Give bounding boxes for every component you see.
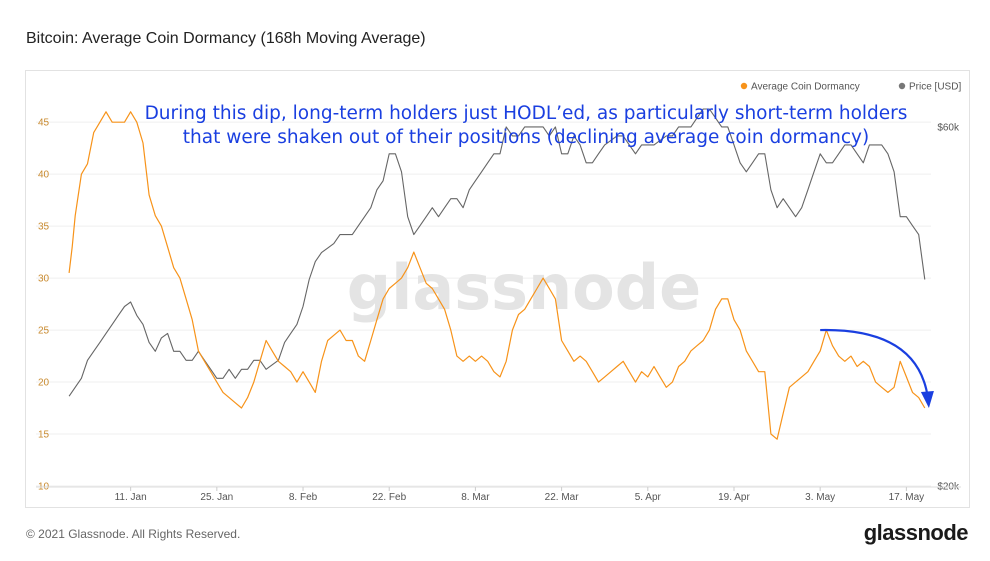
y-right-tick-60k: $60k <box>937 122 960 133</box>
legend-swatch-price <box>898 82 906 90</box>
legend-label-price[interactable]: Price [USD] <box>909 82 961 93</box>
annotation-group: During this dip, long-term holders just … <box>145 103 908 148</box>
x-tick-label-2: 8. Feb <box>289 492 318 503</box>
footer-copyright: © 2021 Glassnode. All Rights Reserved. <box>26 527 241 541</box>
annotation-line-2: that were shaken out of their positions … <box>183 127 869 148</box>
y-left-tick-20: 20 <box>38 378 50 389</box>
y-left-tick-30: 30 <box>38 274 50 285</box>
grid-lines <box>36 121 931 487</box>
chart-title: Bitcoin: Average Coin Dormancy (168h Mov… <box>26 30 426 47</box>
glassnode-logo: glassnode <box>863 520 969 545</box>
annotation-line-1: During this dip, long-term holders just … <box>145 103 908 124</box>
legend-label-dormancy[interactable]: Average Coin Dormancy <box>751 82 860 93</box>
x-tick-label-6: 5. Apr <box>635 492 662 503</box>
trend-arrow-shaft <box>820 328 930 399</box>
chart-frame: glassnode 10 15 20 25 30 35 40 45 $20k $60k 11. … <box>25 70 970 508</box>
x-tick-label-9: 17. May <box>889 492 925 503</box>
y-left-tick-25: 25 <box>38 326 50 337</box>
x-tick-label-1: 25. Jan <box>200 492 233 503</box>
x-tick-label-7: 19. Apr <box>718 492 750 503</box>
x-tick-label-4: 8. Mar <box>461 492 490 503</box>
series-line-price <box>68 108 926 397</box>
x-tick-label-8: 3. May <box>805 492 835 503</box>
legend: Average Coin Dormancy Price [USD] <box>740 82 961 93</box>
series-line-dormancy <box>68 111 926 440</box>
series-group <box>68 108 926 440</box>
watermark: glassnode <box>347 251 701 324</box>
x-tick-label-3: 22. Feb <box>372 492 406 503</box>
y-axis-right: $20k$60k <box>937 122 960 492</box>
x-axis: 11. Jan 25. Jan 8. Feb 22. Feb 8. Mar 22. Mar… <box>36 486 961 503</box>
trend-arrow <box>820 328 934 409</box>
y-left-tick-35: 35 <box>38 222 50 233</box>
y-left-tick-40: 40 <box>38 170 50 181</box>
y-left-tick-45: 45 <box>38 118 50 129</box>
x-tick-label-5: 22. Mar <box>545 492 580 503</box>
x-tick-label-0: 11. Jan <box>115 492 147 503</box>
trend-arrow-head <box>920 391 934 409</box>
legend-swatch-dormancy <box>740 82 748 90</box>
y-left-tick-15: 15 <box>38 430 50 441</box>
